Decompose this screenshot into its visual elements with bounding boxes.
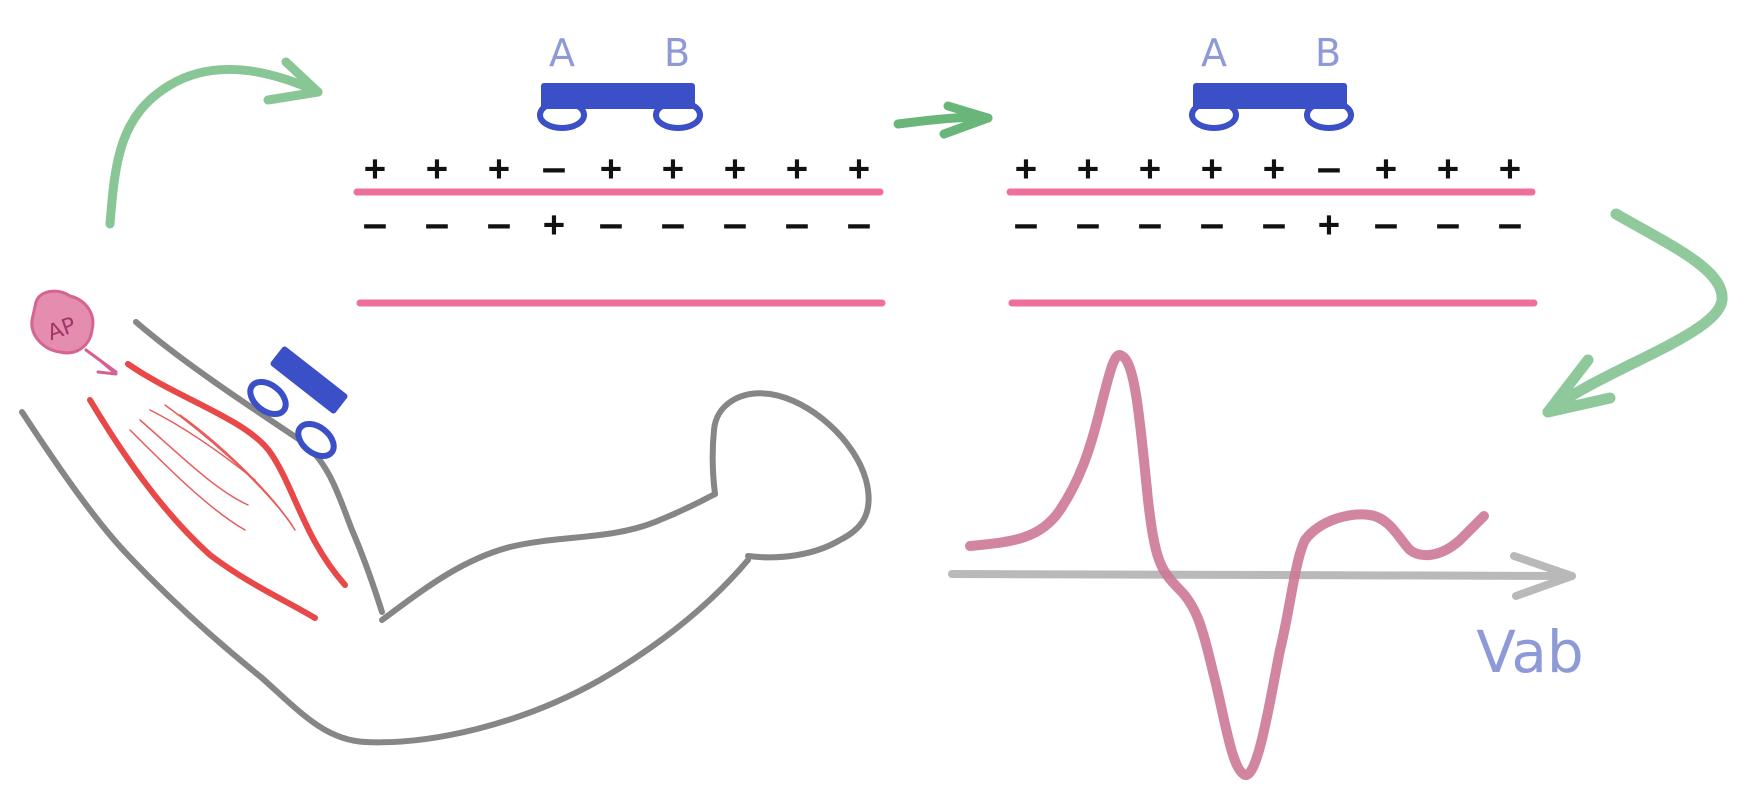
inside-sign: – [848, 204, 870, 245]
outside-sign: + [724, 148, 746, 189]
outside-signs-right: + + + + + – + + + [1015, 148, 1521, 189]
arm-electrode-pair-icon [247, 346, 348, 460]
inside-sign: – [724, 204, 746, 245]
muscle-outline [87, 361, 348, 621]
outside-sign: + [1015, 148, 1037, 189]
electrode-a-label-right: A [1201, 31, 1227, 75]
inside-sign: – [1077, 204, 1099, 245]
inside-sign: – [1201, 204, 1223, 245]
inside-sign: – [426, 204, 448, 245]
outside-sign: + [1077, 148, 1099, 189]
inside-sign: – [1263, 204, 1285, 245]
outside-sign: + [662, 148, 684, 189]
signal-trace [965, 349, 1489, 780]
outside-sign: – [543, 148, 565, 189]
flow-arrow-3-icon [1542, 208, 1728, 418]
inside-sign: – [1499, 204, 1521, 245]
flow-arrow-2-icon [893, 101, 993, 139]
ap-badge-icon: AP [30, 289, 118, 376]
inside-sign: – [1375, 204, 1397, 245]
inside-sign: – [364, 204, 386, 245]
electrode-pair-right-icon [1189, 83, 1354, 131]
outside-sign: + [488, 148, 510, 189]
arm-outline [19, 319, 872, 746]
outside-sign: – [1318, 148, 1340, 189]
outside-sign: + [1201, 148, 1223, 189]
outside-sign: + [364, 148, 386, 189]
inside-signs-right: – – – – – + – – – [1015, 204, 1521, 245]
outside-sign: + [848, 148, 870, 189]
electrode-pair-left-icon [537, 83, 703, 131]
flow-arrow-1-icon [105, 57, 323, 229]
signal-axis [948, 552, 1576, 600]
outside-sign: + [786, 148, 808, 189]
outside-sign: + [426, 148, 448, 189]
inside-sign: – [786, 204, 808, 245]
outside-sign: + [600, 148, 622, 189]
outside-sign: + [1499, 148, 1521, 189]
outside-sign: + [1139, 148, 1161, 189]
inside-sign: – [1437, 204, 1459, 245]
inside-sign: + [543, 204, 565, 245]
electrode-b-label-left: B [664, 31, 690, 75]
membrane-panel-left: A B + + + – + + + + + – – – + – – – – – [353, 31, 886, 307]
inside-sign: – [1139, 204, 1161, 245]
inside-signs-left: – – – + – – – – – [364, 204, 870, 245]
electrode-a-label-left: A [549, 31, 575, 75]
inside-sign: + [1318, 204, 1340, 245]
outside-sign: + [1263, 148, 1285, 189]
inside-sign: – [488, 204, 510, 245]
outside-signs-left: + + + – + + + + + [364, 148, 870, 189]
inside-sign: – [1015, 204, 1037, 245]
outside-sign: + [1375, 148, 1397, 189]
outside-sign: + [1437, 148, 1459, 189]
membrane-panel-right: A B + + + + + – + + + – – – – – + – – – [1006, 31, 1538, 307]
inside-sign: – [662, 204, 684, 245]
electrode-b-label-right: B [1315, 31, 1341, 75]
inside-sign: – [600, 204, 622, 245]
signal-axis-label: Vab [1476, 618, 1584, 686]
